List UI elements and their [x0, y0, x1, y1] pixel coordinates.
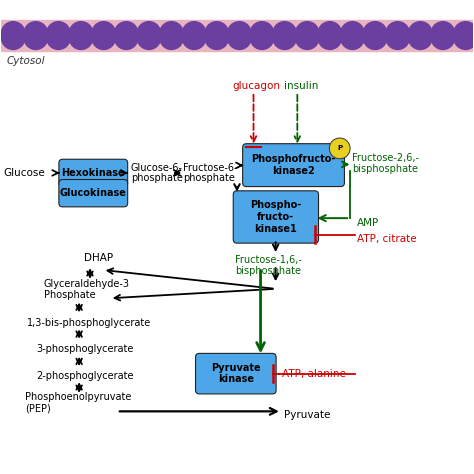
Circle shape [318, 26, 342, 49]
Text: Fructose-2,6,-
bisphosphate: Fructose-2,6,- bisphosphate [353, 153, 419, 174]
Circle shape [295, 22, 319, 45]
Circle shape [115, 26, 138, 49]
Text: Pyruvate: Pyruvate [284, 410, 330, 420]
Circle shape [295, 26, 319, 49]
Circle shape [329, 138, 350, 159]
Circle shape [409, 26, 432, 49]
Circle shape [1, 22, 25, 45]
Circle shape [92, 26, 116, 49]
Circle shape [69, 26, 93, 49]
Circle shape [182, 22, 206, 45]
FancyBboxPatch shape [243, 144, 345, 187]
Circle shape [1, 26, 25, 49]
Circle shape [454, 22, 474, 45]
Circle shape [24, 26, 47, 49]
Text: Pyruvate
kinase: Pyruvate kinase [211, 363, 261, 384]
Text: Fructose-1,6,-
bisphosphate: Fructose-1,6,- bisphosphate [235, 255, 301, 276]
Circle shape [363, 22, 387, 45]
Circle shape [46, 22, 70, 45]
Text: insulin: insulin [284, 81, 319, 91]
Circle shape [250, 22, 274, 45]
Circle shape [92, 22, 116, 45]
Circle shape [431, 22, 455, 45]
Text: Glucose-6-
phosphate: Glucose-6- phosphate [131, 163, 183, 183]
Text: ATP, alanine: ATP, alanine [282, 369, 346, 379]
Text: Glyceraldehyde-3
Phosphate: Glyceraldehyde-3 Phosphate [44, 279, 130, 300]
Circle shape [363, 26, 387, 49]
Circle shape [24, 22, 47, 45]
Text: 1,3-bis-phosphoglycerate: 1,3-bis-phosphoglycerate [27, 318, 152, 328]
Text: Hexokinase: Hexokinase [62, 168, 125, 178]
Text: glucagon: glucagon [232, 81, 280, 91]
Text: Phospho-
fructo-
kinase1: Phospho- fructo- kinase1 [250, 201, 301, 234]
Text: Glucokinase: Glucokinase [60, 188, 127, 198]
Circle shape [250, 26, 274, 49]
Text: ATP, citrate: ATP, citrate [357, 234, 417, 245]
Circle shape [454, 26, 474, 49]
Text: Glucose: Glucose [4, 168, 46, 178]
Circle shape [341, 22, 364, 45]
Text: Fructose-6-
phosphate: Fructose-6- phosphate [183, 163, 237, 183]
Circle shape [318, 22, 342, 45]
Circle shape [205, 26, 228, 49]
Circle shape [205, 22, 228, 45]
Circle shape [160, 22, 183, 45]
Circle shape [137, 22, 161, 45]
FancyBboxPatch shape [233, 191, 319, 243]
Bar [1, 20, 473, 51]
Text: AMP: AMP [357, 218, 379, 228]
Circle shape [228, 22, 251, 45]
Text: Phosphofructo-
kinase2: Phosphofructo- kinase2 [251, 155, 336, 176]
FancyBboxPatch shape [59, 159, 128, 187]
Circle shape [160, 26, 183, 49]
FancyBboxPatch shape [196, 354, 276, 394]
FancyBboxPatch shape [59, 180, 128, 207]
Text: 2-phosphoglycerate: 2-phosphoglycerate [36, 371, 134, 381]
Circle shape [69, 22, 93, 45]
Circle shape [273, 26, 296, 49]
Circle shape [46, 26, 70, 49]
Circle shape [182, 26, 206, 49]
Circle shape [386, 22, 410, 45]
Circle shape [137, 26, 161, 49]
Text: P: P [337, 146, 342, 151]
Circle shape [431, 26, 455, 49]
Text: DHAP: DHAP [84, 253, 113, 263]
Text: 3-phosphoglycerate: 3-phosphoglycerate [36, 344, 134, 354]
Circle shape [341, 26, 364, 49]
Circle shape [115, 22, 138, 45]
Circle shape [386, 26, 410, 49]
Circle shape [273, 22, 296, 45]
Circle shape [409, 22, 432, 45]
Text: Phosphoenolpyruvate
(PEP): Phosphoenolpyruvate (PEP) [25, 392, 131, 413]
Circle shape [228, 26, 251, 49]
Text: Cytosol: Cytosol [6, 55, 45, 65]
